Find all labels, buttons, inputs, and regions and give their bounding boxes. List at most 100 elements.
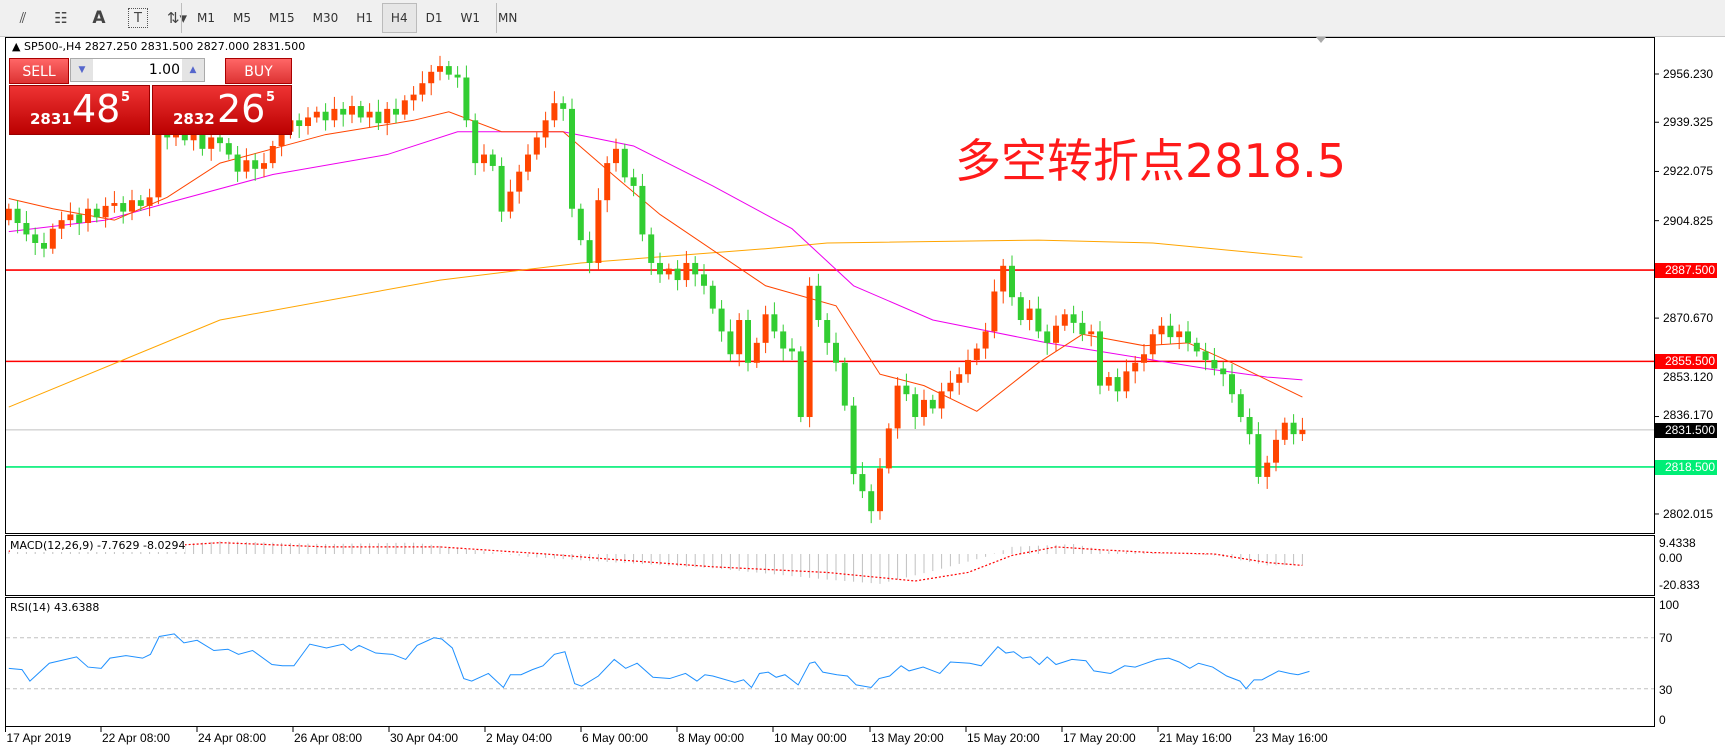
lot-increase-icon[interactable]: ▲ [182,59,204,81]
candle-body [648,234,655,263]
text-label-icon[interactable]: T [128,8,148,28]
candle-body [1281,422,1288,440]
time-tick-label: 26 Apr 08:00 [294,731,363,745]
candle-body [727,331,734,355]
buy-price-small: 2832 [173,110,215,128]
time-tick-label: 15 May 20:00 [967,731,1040,745]
candle-body [23,223,30,235]
candle-body [824,320,831,343]
fibonacci-levels-icon[interactable]: ☷ [54,9,68,27]
candle-body [401,100,408,115]
timeframe-h4[interactable]: H4 [381,3,417,33]
candle-body [859,474,866,492]
candle-body [278,131,285,146]
candle-body [1273,439,1279,463]
moving-average-slow [8,239,1303,408]
price-tick-label: 2853.120 [1663,370,1714,385]
candle-body [516,171,523,192]
time-tick-label: 23 May 16:00 [1255,731,1328,745]
candle-body [806,285,813,418]
candle-body [630,177,637,186]
lot-decrease-icon[interactable]: ▼ [71,59,93,81]
sell-price-box[interactable]: 2831 48 5 [9,85,150,135]
candle-body [111,203,118,206]
candle-body [225,143,232,155]
candle-body [58,220,65,229]
candle-body [375,111,382,124]
arrows-icon[interactable]: ⇅▾ [166,9,188,27]
macd-pane[interactable] [5,535,1655,596]
candle-body [67,214,74,221]
candle-body [93,208,100,218]
candle-body [1176,331,1183,338]
rsi-pane[interactable] [5,597,1655,727]
candle-body [947,382,954,392]
lot-size-stepper[interactable]: ▼ 1.00 ▲ [70,58,205,82]
candle-body [1290,422,1297,435]
candle-body [665,268,672,275]
sell-price-small: 2831 [30,110,72,128]
time-tick-label: 17 Apr 2019 [6,731,72,745]
price-level-tag: 2855.500 [1655,354,1717,370]
buy-button[interactable]: BUY [225,58,292,84]
timeframe-h1[interactable]: H1 [356,11,373,25]
time-tick-label: 30 Apr 04:00 [390,731,459,745]
candle-body [261,163,267,169]
candle-body [797,351,804,418]
candle-body [973,348,980,360]
timeframe-m15[interactable]: M15 [269,11,295,25]
candle-body [120,203,127,212]
toolbar-divider [181,3,182,33]
candle-body [885,428,892,469]
timeframe-mn[interactable]: MN [497,11,518,25]
candle-body [586,240,593,263]
candle-body [1264,462,1271,477]
candle-body [1220,368,1227,375]
fibonacci-expansion-icon[interactable]: ⫽ [19,9,27,27]
price-tick-label: 2904.825 [1663,213,1714,228]
candle-body [1211,359,1218,369]
candle-body [454,74,461,78]
candle-body [1009,265,1015,298]
candle-body [252,160,259,169]
symbol-info-text: SP500-,H4 2827.250 2831.500 2827.000 283… [23,40,306,53]
one-click-trading-panel: SELL ▼ 1.00 ▲ BUY 2831 48 5 2832 26 5 [9,58,292,135]
sell-button[interactable]: SELL [9,58,69,84]
buy-price-box[interactable]: 2832 26 5 [152,85,292,135]
candle-body [639,185,646,235]
candle-body [384,108,391,124]
candle-body [217,137,223,144]
price-level-tag: 2831.500 [1655,422,1717,438]
chart-shift-marker [1316,37,1326,43]
main-chart-pane[interactable] [5,37,1655,534]
rsi-tick-label: 70 [1659,631,1673,645]
candle-body [1035,308,1042,332]
timeframe-m30[interactable]: M30 [312,11,339,25]
candle-body [32,234,39,243]
price-level-tag: 2887.500 [1655,263,1717,279]
candle-body [1053,325,1059,343]
timeframe-m1[interactable]: M1 [197,11,215,25]
candle-body [1158,325,1165,335]
text-icon[interactable]: A [92,8,106,28]
timeframe-w1[interactable]: W1 [460,11,480,25]
candle-body [322,111,329,121]
timeframe-m5[interactable]: M5 [233,11,251,25]
lot-size-input[interactable]: 1.00 [148,62,180,78]
timeframe-d1[interactable]: D1 [425,11,443,25]
candle-body [736,320,743,355]
candle-body [1193,342,1200,352]
candle-body [243,160,250,172]
candle-body [621,148,628,178]
price-tick-label: 2939.325 [1663,115,1714,130]
toolbar: ⫽ ☷ A T ⇅▾ M1 M5 M15 M30 H1 H4 D1 W1 MN [0,0,1725,37]
candle-body [437,66,443,72]
candle-body [965,359,971,375]
time-tick-label: 21 May 16:00 [1159,731,1232,745]
candle-body [780,331,787,349]
candle-body [41,242,47,249]
candle-body [850,405,857,475]
candle-body [463,77,470,121]
candle-body [569,108,575,209]
candle-body [692,262,699,275]
